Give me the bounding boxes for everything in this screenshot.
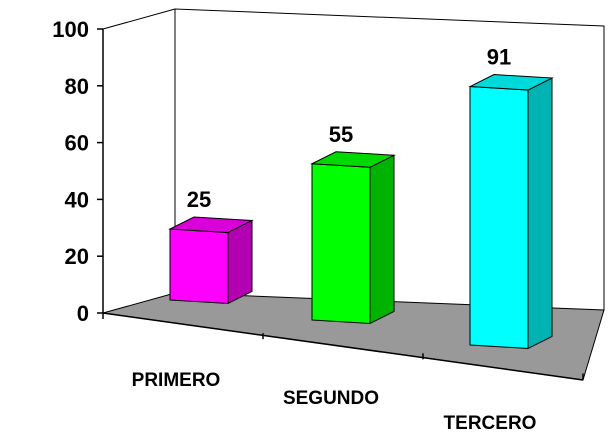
y-tick-label: 20 bbox=[65, 244, 89, 269]
bar-front-face bbox=[311, 163, 371, 325]
data-label: 55 bbox=[329, 122, 353, 147]
y-tick-label: 60 bbox=[65, 131, 89, 156]
y-tick-label: 40 bbox=[65, 187, 89, 212]
bar-primero bbox=[168, 216, 254, 305]
x-tick-label: PRIMERO bbox=[132, 370, 221, 391]
x-axis: PRIMERO SEGUNDO TERCERO bbox=[102, 312, 584, 434]
bar-top-face bbox=[168, 216, 254, 233]
y-tick-label: 80 bbox=[65, 74, 89, 99]
bar-front-face bbox=[169, 228, 229, 305]
bar-front-face bbox=[469, 86, 529, 350]
bar-tercero bbox=[468, 74, 554, 350]
bar-segundo bbox=[310, 151, 396, 325]
data-label: 25 bbox=[187, 187, 211, 212]
x-axis-line bbox=[102, 312, 584, 381]
back-wall-outline bbox=[174, 8, 605, 310]
data-label: 91 bbox=[487, 45, 511, 70]
y-tick-label: 0 bbox=[77, 301, 89, 326]
bar-side-face bbox=[227, 219, 253, 305]
bar-top-face bbox=[310, 151, 396, 168]
x-tick-label: SEGUNDO bbox=[283, 388, 379, 409]
bar-side-face bbox=[369, 154, 395, 325]
side-wall-top-edge bbox=[102, 8, 176, 30]
bar-top-face bbox=[468, 74, 554, 91]
bar-series bbox=[168, 74, 554, 350]
y-tick-label: 100 bbox=[52, 17, 89, 42]
data-labels: 25 55 91 bbox=[187, 45, 511, 212]
y-axis: 0 20 40 60 80 100 bbox=[52, 17, 104, 326]
x-tick-label: TERCERO bbox=[444, 413, 537, 434]
bar-side-face bbox=[527, 77, 553, 350]
